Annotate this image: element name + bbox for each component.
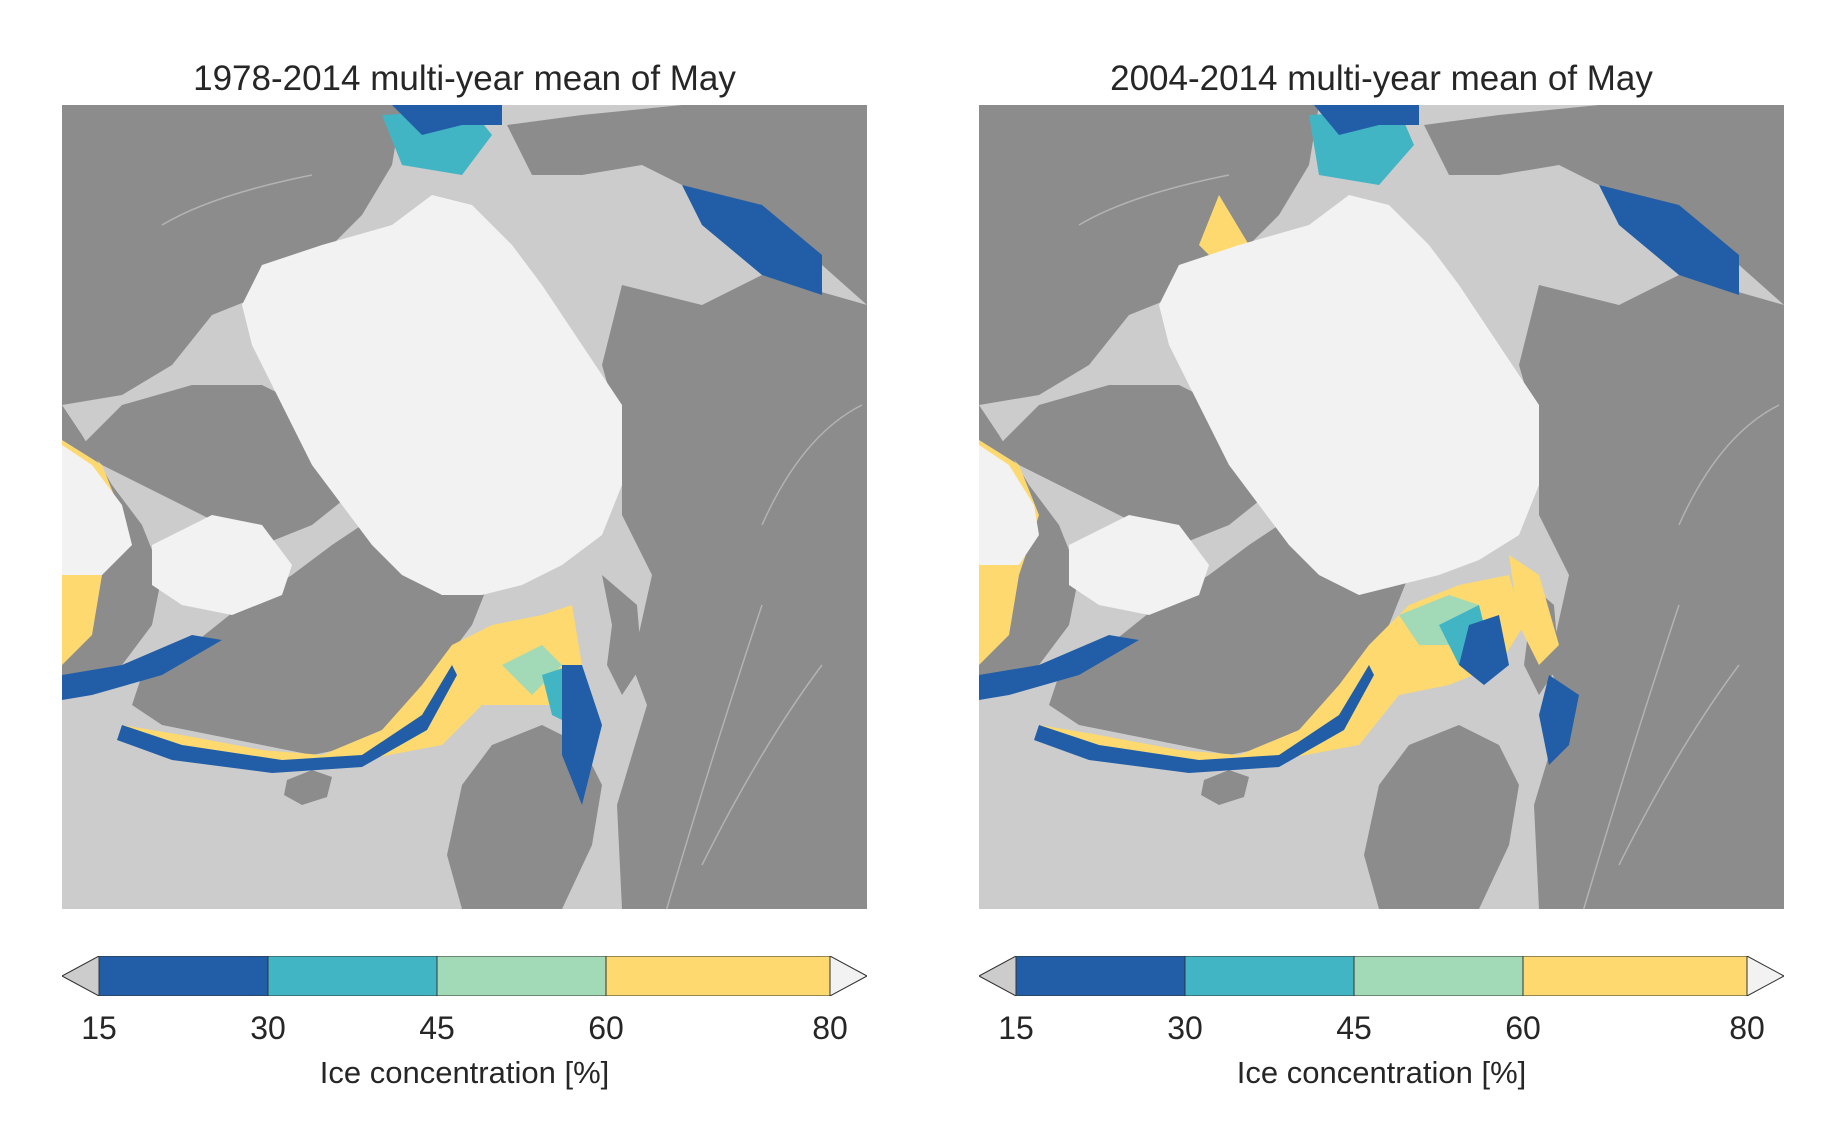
colorbar-tick: 60 bbox=[588, 1010, 624, 1046]
arctic-sea-ice-map bbox=[979, 105, 1784, 909]
map-panel-1978-2014: 1978-2014 multi-year mean of May bbox=[0, 0, 900, 1146]
colorbar-tick: 30 bbox=[250, 1010, 286, 1046]
colorbar-tick: 80 bbox=[1729, 1010, 1765, 1046]
colorbar-bin-15-30 bbox=[1015, 956, 1186, 996]
colorbar-bin-45-60 bbox=[1353, 956, 1524, 996]
colorbar-bin-60-80 bbox=[1522, 956, 1748, 996]
colorbar-tick: 45 bbox=[419, 1010, 455, 1046]
colorbar-tick: 15 bbox=[81, 1010, 117, 1046]
colorbar-tick: 30 bbox=[1167, 1010, 1203, 1046]
colorbar-label: Ice concentration [%] bbox=[1236, 1055, 1527, 1090]
colorbar-bin-45-60 bbox=[436, 956, 607, 996]
panel-title: 2004-2014 multi-year mean of May bbox=[1110, 59, 1653, 98]
colorbar-bin-30-45 bbox=[1184, 956, 1355, 996]
colorbar-tick: 15 bbox=[998, 1010, 1034, 1046]
colorbar-label: Ice concentration [%] bbox=[319, 1055, 610, 1090]
colorbar-bin-60-80 bbox=[605, 956, 831, 996]
colorbar-extend-high bbox=[1746, 956, 1784, 996]
colorbar-extend-high bbox=[829, 956, 867, 996]
colorbar-bin-30-45 bbox=[267, 956, 438, 996]
panel-title: 1978-2014 multi-year mean of May bbox=[193, 59, 736, 98]
colorbar-extend-low bbox=[979, 956, 1017, 996]
map-body bbox=[62, 105, 867, 909]
colorbar-bin-15-30 bbox=[98, 956, 269, 996]
colorbar-extend-low bbox=[62, 956, 100, 996]
colorbar-tick: 80 bbox=[812, 1010, 848, 1046]
map-panel-2004-2014: 2004-2014 multi-year mean of May bbox=[917, 0, 1817, 1146]
colorbar bbox=[62, 956, 867, 996]
colorbar-tick: 45 bbox=[1336, 1010, 1372, 1046]
arctic-sea-ice-map bbox=[62, 105, 867, 909]
colorbar bbox=[979, 956, 1784, 996]
colorbar-tick: 60 bbox=[1505, 1010, 1541, 1046]
